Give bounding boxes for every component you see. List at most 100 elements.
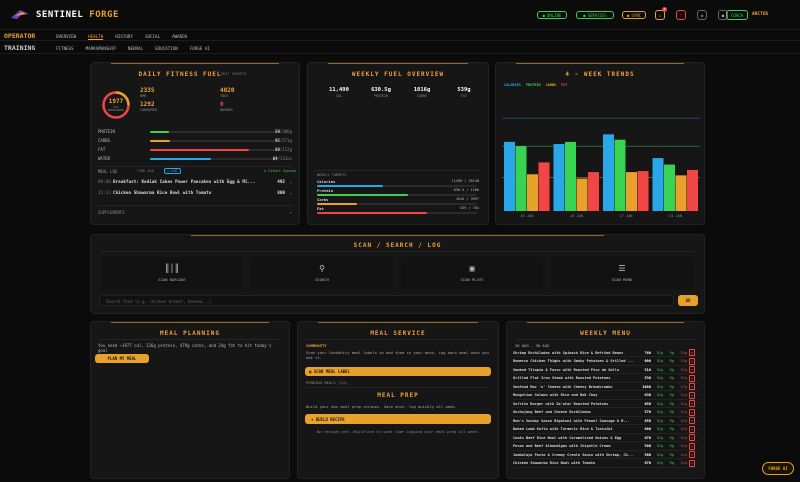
- macro-value: 64/131oz: [273, 156, 292, 161]
- weekly-target-track: [317, 185, 477, 187]
- add-menu-item-icon[interactable]: +: [689, 408, 695, 416]
- trend-bar[interactable]: [565, 141, 576, 211]
- add-menu-item-icon[interactable]: +: [689, 417, 695, 424]
- add-menu-item-icon[interactable]: +: [689, 357, 695, 365]
- menu-item[interactable]: Shrimp Enchiladas with Spinach Rice & Re…: [513, 349, 698, 357]
- weekly-target-value: 1016 / 3997: [455, 197, 479, 201]
- menu-item-protein: 31g: [656, 367, 664, 372]
- trend-bar[interactable]: [504, 141, 515, 211]
- add-menu-item-icon[interactable]: +: [689, 400, 695, 407]
- add-menu-item-icon[interactable]: +: [689, 391, 695, 399]
- menu-item[interactable]: Chicken Shawarma Rice Bowl with Tomato 67…: [513, 459, 698, 468]
- trend-bar[interactable]: [576, 178, 588, 211]
- menu-item[interactable]: Grilled Flat Iron Steak with Roasted Pot…: [513, 374, 698, 383]
- chevron-down-icon[interactable]: ⌄: [289, 180, 292, 185]
- trend-bar[interactable]: [553, 144, 565, 211]
- settings-button[interactable]: ⚙: [697, 10, 707, 20]
- menu-item[interactable]: Gochujang Beef and Cheese Enchiladas 570 3…: [513, 408, 698, 417]
- plan-meal-button[interactable]: PLAN MY MEAL: [95, 354, 149, 363]
- scan-tile-1[interactable]: ⚲ SEARCH: [251, 257, 393, 289]
- add-menu-item-icon[interactable]: +: [689, 349, 695, 356]
- menu-item-carbs: 9g: [669, 401, 674, 406]
- coach-button[interactable]: COACH: [726, 10, 748, 20]
- user-menu-button[interactable]: ●: [718, 10, 728, 20]
- menu-item[interactable]: Romesco Chicken Thighs with Smoky Potato…: [513, 357, 698, 366]
- status-pill-0[interactable]: ● ONLINE: [537, 11, 567, 19]
- trend-bar[interactable]: [588, 172, 599, 211]
- menu-item-fat: 23g: [680, 359, 688, 363]
- add-menu-item-icon[interactable]: +: [689, 459, 695, 467]
- menu-item[interactable]: Pecan and Beef Albondigas with Chipotle …: [513, 442, 698, 451]
- menu-item[interactable]: Sofrito Burger with Za'atar Roasted Pota…: [513, 400, 698, 408]
- header: SENTINEL FORGE ● ONLINE ● SERVICES ● SYNC ⚠ 4…: [0, 0, 800, 30]
- scan-tile-0[interactable]: ║│║ SCAN BARCODE: [101, 257, 243, 289]
- status-pill-2[interactable]: ● SYNC: [622, 11, 646, 19]
- trend-bar[interactable]: [652, 158, 664, 211]
- menu-item-carbs: 9g: [669, 367, 674, 372]
- trend-bar[interactable]: [637, 171, 649, 211]
- status-pill-1[interactable]: ● SERVICES: [576, 11, 614, 19]
- meal-service-card: MEAL SERVICE COMMUNITY Scan your CookUni…: [297, 321, 499, 479]
- nav-sub-tab-3[interactable]: EDUCATION: [155, 46, 178, 51]
- menu-item[interactable]: Baked Lamb Kofta with Turmeric Rice & Tz…: [513, 425, 698, 434]
- chevron-down-icon[interactable]: ⌄: [289, 191, 292, 196]
- menu-item-cal: 650: [644, 401, 652, 406]
- trend-bar[interactable]: [603, 134, 614, 211]
- scan-tile-2[interactable]: ▣ SCAN PLATE: [401, 257, 543, 289]
- meal-prep-empty: No recipes yet. Build one to save time l…: [316, 429, 480, 434]
- forge-ai-button[interactable]: FORGE AI: [762, 462, 794, 475]
- nav-tab-2[interactable]: HISTORY: [115, 34, 133, 39]
- build-recipe-button[interactable]: + BUILD RECIPE: [305, 414, 491, 424]
- add-menu-item-icon[interactable]: +: [689, 451, 695, 458]
- trend-bar[interactable]: [687, 169, 698, 211]
- menu-item[interactable]: Smoked Tilapia & Fusco with Roasted Pico…: [513, 366, 698, 374]
- supplements-toggle[interactable]: SUPPLEMENTS ▾: [98, 210, 292, 215]
- go-button[interactable]: GO: [678, 295, 698, 306]
- nav-tab-3[interactable]: SOCIAL: [144, 34, 161, 39]
- trend-bar[interactable]: [538, 162, 550, 211]
- menu-item[interactable]: Mongolian Salmon with Rice and Bok Choy 6…: [513, 391, 698, 400]
- trend-bar[interactable]: [626, 172, 637, 211]
- trend-bar[interactable]: [664, 164, 675, 211]
- pending-meals-toggle[interactable]: PENDING MEALS (14): [306, 380, 348, 385]
- food-search-input[interactable]: Search food (e.g. chicken breast, banana…: [99, 295, 674, 306]
- add-menu-item-icon[interactable]: +: [689, 425, 695, 433]
- scan-tile-3[interactable]: ☰ SCAN MENU: [551, 257, 693, 289]
- add-menu-item-icon[interactable]: +: [689, 434, 695, 441]
- meal-time: 09:06: [98, 180, 111, 185]
- add-menu-item-icon[interactable]: +: [689, 383, 695, 390]
- meal-log-item[interactable]: 15:13 Chicken Shawarma Rice Bowl with Tom…: [98, 191, 292, 199]
- nav-sub-tab-2[interactable]: NEURAL: [127, 46, 144, 51]
- add-menu-item-icon[interactable]: +: [689, 366, 695, 373]
- nav-sub-tab-4[interactable]: FORGE AI: [189, 46, 210, 51]
- nav-sub-tab-0[interactable]: FITNESS: [56, 46, 74, 51]
- alert-button[interactable]: !: [676, 10, 686, 20]
- menu-item[interactable]: Cumin Beef Rice Bowl with Caramelized On…: [513, 434, 698, 442]
- menu-item[interactable]: Mom's Sunday Sauce Rigatoni with Fennel …: [513, 417, 698, 425]
- menu-item[interactable]: Jambalaya Pasta & Creamy Creole Sauce wi…: [513, 451, 698, 459]
- trend-bar[interactable]: [675, 175, 687, 211]
- notification-button[interactable]: ⚠: [655, 10, 665, 20]
- macro-current: 88: [275, 147, 280, 152]
- add-menu-item-icon[interactable]: +: [689, 442, 695, 450]
- nav-tab-4[interactable]: AWARDS: [172, 34, 188, 39]
- add-log-button[interactable]: + LOG: [164, 168, 181, 174]
- trend-bar[interactable]: [527, 174, 538, 211]
- nav-sub-tab-1[interactable]: MARKSMANSHIP: [85, 46, 116, 51]
- menu-item-carbs: 9g: [669, 393, 674, 397]
- menu-item-cal: 1080: [642, 384, 651, 389]
- menu-item[interactable]: Seafood Mac 'n' Cheese with Cheesy Bread…: [513, 383, 698, 391]
- menu-item-protein: 31g: [656, 359, 664, 363]
- logo-icon: [10, 8, 30, 20]
- username[interactable]: ARCTOS: [752, 12, 769, 17]
- edit-targets-button[interactable]: EDIT TARGETS: [221, 72, 247, 76]
- warning-icon: !: [679, 12, 683, 18]
- app-title[interactable]: SENTINEL FORGE: [36, 10, 119, 20]
- trend-bar[interactable]: [515, 146, 527, 211]
- trend-bar[interactable]: [614, 139, 626, 211]
- meal-log-item[interactable]: 09:06 Breakfast: Kodiak Cakes Power Panca…: [98, 180, 292, 188]
- scan-meal-label-button[interactable]: ▦ SCAN MEAL LABEL: [305, 367, 491, 376]
- nav-tab-1[interactable]: HEALTH: [88, 34, 104, 40]
- nav-tab-0[interactable]: OVERVIEW: [56, 34, 77, 39]
- add-menu-item-icon[interactable]: +: [689, 374, 695, 382]
